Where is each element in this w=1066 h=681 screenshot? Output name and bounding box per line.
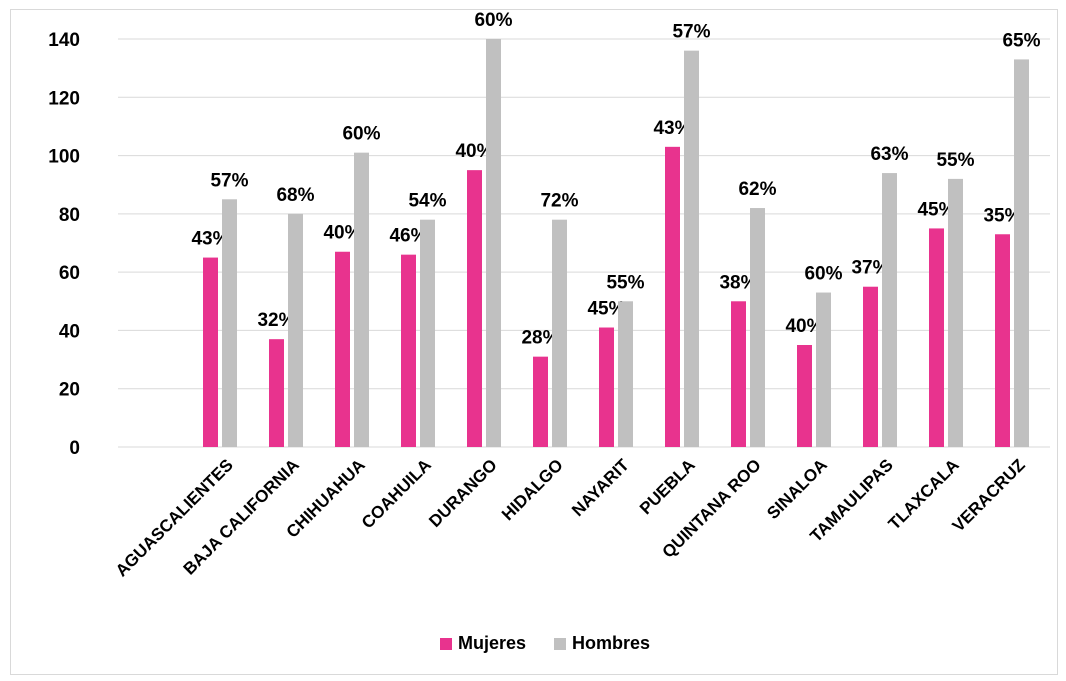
bar-mujeres bbox=[797, 345, 812, 447]
data-label-mujeres: 43% bbox=[191, 229, 229, 250]
data-label-mujeres: 43% bbox=[653, 118, 691, 139]
bar-hombres bbox=[420, 219, 435, 447]
data-label-hombres: 68% bbox=[276, 185, 314, 206]
data-label-mujeres: 37% bbox=[851, 258, 889, 279]
data-label-hombres: 63% bbox=[870, 144, 908, 165]
bar-mujeres bbox=[995, 234, 1010, 447]
y-tick-label: 120 bbox=[48, 88, 80, 109]
y-tick-label: 100 bbox=[48, 147, 80, 168]
x-category-label: PUEBLA bbox=[636, 455, 699, 518]
data-label-mujeres: 35% bbox=[983, 205, 1021, 226]
data-label-hombres: 65% bbox=[1002, 30, 1040, 51]
y-tick-label: 20 bbox=[59, 380, 80, 401]
bar-hombres bbox=[684, 50, 699, 448]
data-label-hombres: 57% bbox=[672, 22, 710, 43]
x-category-label: AGUASCALIENTES bbox=[112, 455, 237, 580]
bar-hombres bbox=[222, 199, 237, 447]
bar-mujeres bbox=[599, 327, 614, 447]
legend-swatch-mujeres bbox=[440, 638, 452, 650]
legend-label-mujeres: Mujeres bbox=[458, 633, 526, 653]
bar-mujeres bbox=[731, 301, 746, 447]
x-category-label: NAYARIT bbox=[568, 455, 633, 520]
bar-hombres bbox=[288, 213, 303, 447]
bar-hombres bbox=[354, 152, 369, 447]
bar-hombres bbox=[618, 301, 633, 447]
bar-mujeres bbox=[665, 146, 680, 448]
data-label-mujeres: 40% bbox=[785, 316, 823, 337]
data-label-mujeres: 32% bbox=[257, 310, 295, 331]
x-category-label: COAHUILA bbox=[358, 455, 435, 532]
bar-hombres bbox=[552, 219, 567, 447]
data-label-mujeres: 46% bbox=[389, 226, 427, 247]
y-tick-label: 80 bbox=[59, 205, 80, 226]
legend-swatch-hombres bbox=[554, 638, 566, 650]
data-label-mujeres: 40% bbox=[455, 141, 493, 162]
data-label-mujeres: 45% bbox=[587, 299, 625, 320]
bar-hombres bbox=[948, 178, 963, 447]
bar-mujeres bbox=[203, 257, 218, 447]
bar-mujeres bbox=[335, 251, 350, 447]
bar-hombres bbox=[486, 39, 501, 447]
x-category-label: HIDALGO bbox=[498, 455, 567, 524]
data-label-hombres: 55% bbox=[936, 150, 974, 171]
bar-mujeres bbox=[929, 228, 944, 447]
data-label-hombres: 57% bbox=[210, 170, 248, 191]
bar-hombres bbox=[882, 173, 897, 448]
x-category-label: BAJA CALIFORNIA bbox=[180, 455, 303, 578]
data-label-hombres: 60% bbox=[804, 264, 842, 285]
bar-hombres bbox=[750, 208, 765, 447]
data-label-hombres: 62% bbox=[738, 179, 776, 200]
data-label-hombres: 72% bbox=[540, 191, 578, 212]
data-label-mujeres: 45% bbox=[917, 199, 955, 220]
y-tick-label: 60 bbox=[59, 263, 80, 284]
data-label-hombres: 60% bbox=[342, 124, 380, 145]
y-tick-label: 140 bbox=[48, 30, 80, 51]
legend-label-hombres: Hombres bbox=[572, 633, 650, 653]
data-label-hombres: 60% bbox=[474, 10, 512, 31]
bar-mujeres bbox=[533, 356, 548, 447]
bar-mujeres bbox=[863, 286, 878, 447]
bar-mujeres bbox=[467, 170, 482, 447]
data-label-mujeres: 28% bbox=[521, 328, 559, 349]
y-tick-label: 0 bbox=[69, 438, 80, 459]
bar-hombres bbox=[1014, 59, 1029, 448]
data-label-hombres: 55% bbox=[606, 272, 644, 293]
bar-mujeres bbox=[401, 254, 416, 447]
bar-mujeres bbox=[269, 339, 284, 447]
x-category-label: DURANGO bbox=[425, 455, 501, 531]
x-category-label: SINALOA bbox=[763, 455, 831, 523]
data-label-mujeres: 40% bbox=[323, 223, 361, 244]
bar-hombres bbox=[816, 292, 831, 447]
y-tick-label: 40 bbox=[59, 321, 80, 342]
data-label-hombres: 54% bbox=[408, 191, 446, 212]
data-label-mujeres: 38% bbox=[719, 272, 757, 293]
